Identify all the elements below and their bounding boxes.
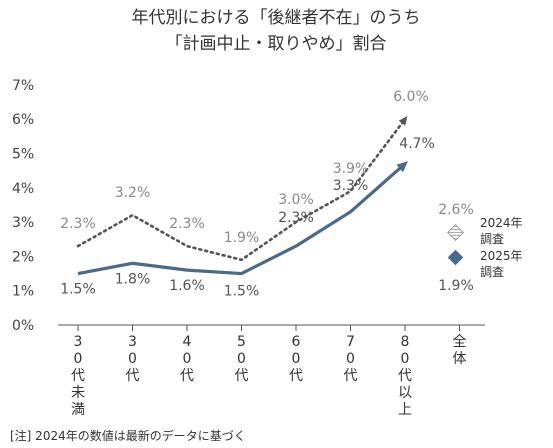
data-label-2025: 3.3%	[333, 178, 369, 194]
data-label-2024: 3.2%	[115, 185, 151, 201]
y-tick-label: 5%	[12, 147, 34, 163]
overall-2025-marker	[447, 249, 464, 266]
data-label-2025: 1.8%	[115, 271, 151, 287]
series-2024-arrowhead	[398, 116, 408, 126]
overall-2024-marker	[447, 224, 464, 241]
y-tick-label: 2%	[12, 249, 34, 265]
data-label-2025: 1.5%	[224, 284, 260, 300]
legend-2025-line-2: 調査	[480, 265, 504, 279]
data-labels: 2.3% 3.2% 2.3% 1.9% 3.0% 3.9% 6.0% 1.5% 1.8% 1.6%…	[60, 89, 474, 299]
series-2024-line	[76, 117, 407, 262]
legend-2024-line-1: 2024年	[480, 216, 523, 230]
x-tick-label: 3 0 代未満	[71, 334, 85, 418]
y-tick-label: 6%	[12, 112, 34, 128]
series-2025-arrowhead	[396, 161, 409, 173]
x-axis-ticks: 3 0 代未満 3 0 代 4 0 代 5 0 代 6 0 代 7 0 代 8 0 代以上 全体	[71, 325, 467, 418]
data-label-2024: 3.0%	[278, 192, 314, 208]
legend-2024-line-2: 調査	[480, 232, 504, 246]
series-2025-line	[77, 162, 407, 276]
data-label-2025: 2.3%	[278, 210, 314, 226]
overall-2025-label: 1.9%	[438, 278, 474, 294]
x-tick-label: 8 0 代以上	[398, 334, 412, 418]
data-label-2025: 1.5%	[60, 282, 96, 298]
y-tick-label: 4%	[12, 181, 34, 197]
y-tick-label: 0%	[12, 318, 34, 334]
y-tick-label: 7%	[12, 78, 34, 94]
footnote: [注] 2024年の数値は最新のデータに基づく	[10, 428, 246, 443]
overall-2024-label: 2.6%	[438, 202, 474, 218]
data-label-2025: 4.7%	[399, 136, 435, 152]
data-label-2024: 2.3%	[169, 216, 205, 232]
data-label-2024: 3.9%	[333, 161, 369, 177]
y-axis: 0% 1% 2% 3% 4% 5% 6% 7%	[12, 78, 34, 334]
data-label-2024: 1.9%	[224, 230, 260, 246]
data-label-2024: 2.3%	[60, 216, 96, 232]
x-tick-label: 全体	[453, 333, 467, 367]
legend-2025-line-1: 2025年	[480, 249, 523, 263]
y-tick-label: 1%	[12, 284, 34, 300]
data-label-2025: 1.6%	[169, 278, 205, 294]
y-tick-label: 3%	[12, 215, 34, 231]
chart-title-line-1: 年代別における「後継者不在」のうち	[132, 8, 421, 28]
data-label-2024: 6.0%	[393, 89, 429, 105]
chart-title-line-2: 「計画中止・取りやめ」割合	[166, 34, 387, 54]
